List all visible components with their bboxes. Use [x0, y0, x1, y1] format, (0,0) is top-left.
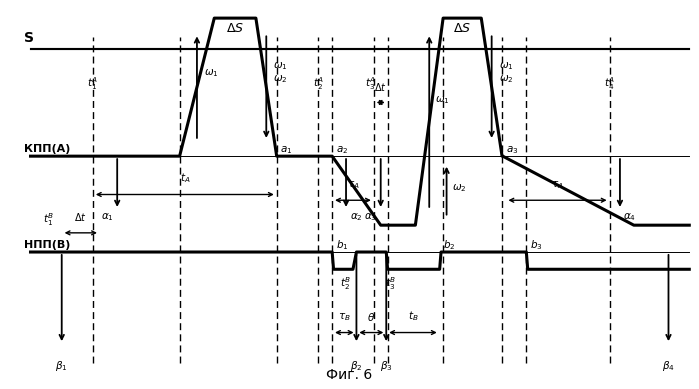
Text: S: S	[24, 31, 34, 45]
Text: $t_1^A$: $t_1^A$	[87, 75, 99, 92]
Text: $\alpha_2$: $\alpha_2$	[350, 212, 362, 223]
Text: $\tau_A$: $\tau_A$	[347, 179, 359, 191]
Text: $\omega_2$: $\omega_2$	[498, 74, 513, 85]
Text: $b_1$: $b_1$	[336, 238, 348, 252]
Text: $\alpha_1$: $\alpha_1$	[101, 212, 114, 223]
Text: $b_2$: $b_2$	[443, 238, 456, 252]
Text: $\beta_4$: $\beta_4$	[662, 359, 675, 373]
Text: $a_2$: $a_2$	[336, 144, 348, 156]
Text: $a_3$: $a_3$	[505, 144, 518, 156]
Text: $t_4^A$: $t_4^A$	[604, 75, 615, 92]
Text: $t_1^B$: $t_1^B$	[43, 212, 55, 228]
Text: КПП(А): КПП(А)	[24, 144, 70, 154]
Text: $\omega_2$: $\omega_2$	[273, 74, 288, 85]
Text: $\alpha_3$: $\alpha_3$	[364, 212, 377, 223]
Text: $\beta_2$: $\beta_2$	[350, 359, 363, 373]
Text: $\theta$: $\theta$	[367, 311, 375, 323]
Text: $\omega_1$: $\omega_1$	[204, 68, 219, 79]
Text: НПП(В): НПП(В)	[24, 240, 70, 250]
Text: $\Delta S$: $\Delta S$	[453, 23, 471, 35]
Text: $t_3^B$: $t_3^B$	[385, 275, 397, 291]
Text: $b_3$: $b_3$	[530, 238, 542, 252]
Text: $\Delta t$: $\Delta t$	[374, 81, 387, 93]
Text: $\Delta S$: $\Delta S$	[226, 23, 244, 35]
Text: $\tau_A$: $\tau_A$	[552, 179, 564, 191]
Text: Фиг. 6: Фиг. 6	[326, 368, 373, 382]
Text: $\omega_1$: $\omega_1$	[273, 60, 288, 72]
Text: $\beta_3$: $\beta_3$	[380, 359, 393, 373]
Text: $t_B$: $t_B$	[408, 309, 418, 323]
Text: $t_3^A$: $t_3^A$	[365, 75, 376, 92]
Text: $t_A$: $t_A$	[180, 171, 190, 185]
Text: $\beta_1$: $\beta_1$	[55, 359, 68, 373]
Text: $t_2^B$: $t_2^B$	[340, 275, 352, 291]
Text: $\tau_B$: $\tau_B$	[338, 311, 351, 323]
Text: $\alpha_4$: $\alpha_4$	[624, 212, 636, 223]
Text: $t_2^A$: $t_2^A$	[312, 75, 324, 92]
Text: $\Delta t$: $\Delta t$	[74, 211, 87, 223]
Text: $\omega_2$: $\omega_2$	[452, 183, 467, 194]
Text: $\omega_1$: $\omega_1$	[498, 60, 513, 72]
Text: $\omega_1$: $\omega_1$	[435, 95, 449, 106]
Text: $a_1$: $a_1$	[280, 144, 292, 156]
